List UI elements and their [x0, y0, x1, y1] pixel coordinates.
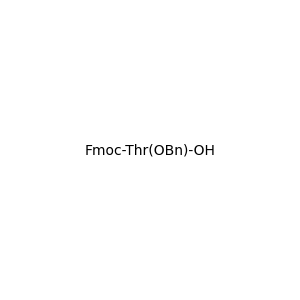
Text: Fmoc-Thr(OBn)-OH: Fmoc-Thr(OBn)-OH: [85, 143, 215, 157]
